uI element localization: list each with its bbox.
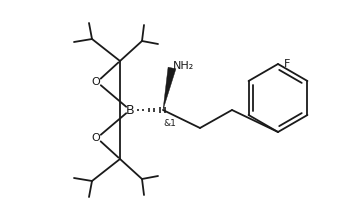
Polygon shape bbox=[163, 67, 176, 110]
Text: NH₂: NH₂ bbox=[173, 61, 195, 71]
Text: O: O bbox=[92, 133, 100, 143]
Text: B: B bbox=[126, 103, 134, 117]
Text: &1: &1 bbox=[163, 120, 176, 128]
Text: O: O bbox=[92, 77, 100, 87]
Text: F: F bbox=[284, 59, 290, 69]
